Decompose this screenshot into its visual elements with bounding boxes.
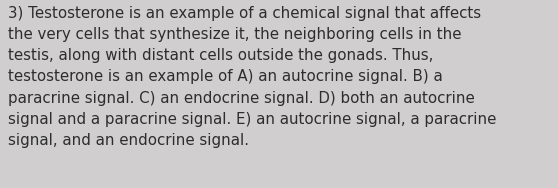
Text: 3) Testosterone is an example of a chemical signal that affects
the very cells t: 3) Testosterone is an example of a chemi…: [8, 6, 497, 148]
